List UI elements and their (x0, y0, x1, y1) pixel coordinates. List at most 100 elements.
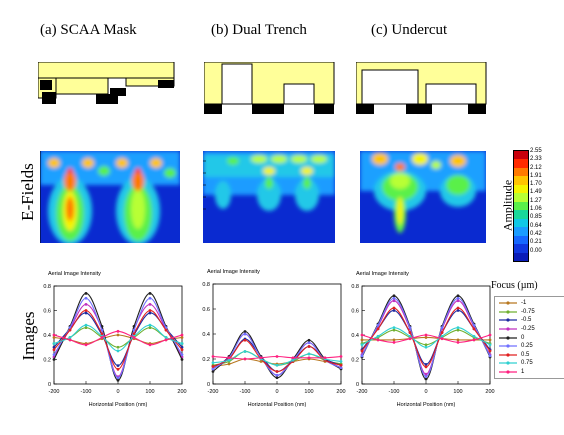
legend-swatch (499, 344, 517, 348)
legend-swatch (499, 327, 517, 331)
data-point (148, 302, 152, 306)
data-point (116, 329, 120, 333)
data-point (211, 361, 215, 365)
data-point (227, 356, 231, 360)
data-point (84, 309, 88, 312)
data-point (275, 373, 279, 377)
data-point (180, 348, 184, 352)
plot-title: Aerial Image Intensity (48, 271, 101, 277)
data-point (424, 343, 428, 347)
data-point (68, 328, 72, 332)
colorbar-tick-label: 1.49 (530, 189, 542, 196)
data-point (424, 375, 428, 379)
data-point (84, 343, 88, 347)
y-tick-label: 0.8 (202, 282, 210, 288)
data-point (440, 337, 444, 341)
x-tick-label: 100 (304, 389, 313, 395)
column-title-b: (b) Dual Trench (211, 22, 307, 38)
data-point (424, 333, 428, 337)
data-point (52, 358, 56, 361)
legend-entry: 1 (499, 368, 564, 377)
data-point (456, 296, 460, 300)
data-point (392, 338, 396, 342)
data-point (52, 336, 56, 339)
legend-entry: 0.25 (499, 342, 564, 351)
column-title-c: (c) Undercut (371, 22, 448, 38)
data-point (243, 332, 247, 336)
legend-label: 0 (521, 334, 525, 341)
x-tick-label: 0 (424, 389, 427, 395)
data-point (424, 377, 428, 381)
data-point (84, 296, 88, 300)
data-point (211, 365, 215, 368)
y-tick-label: 0 (356, 382, 359, 388)
data-point (116, 378, 120, 382)
data-point (392, 296, 396, 300)
data-point (339, 366, 343, 370)
legend-swatch (499, 301, 517, 305)
colorbar-tick-label: 1.70 (530, 181, 542, 188)
data-point (392, 340, 396, 344)
legend-entry: -0.25 (499, 325, 564, 334)
data-point (339, 355, 343, 358)
legend-entry: -0.5 (499, 316, 564, 325)
data-point (440, 334, 444, 338)
data-point (243, 330, 247, 333)
x-tick-label: 200 (177, 389, 186, 395)
data-point (180, 345, 184, 349)
y-tick-label: 0 (207, 382, 210, 388)
data-point (180, 333, 184, 337)
data-point (227, 362, 231, 366)
series-line (53, 292, 183, 381)
colorbar-tick-label: 0.64 (530, 222, 542, 229)
colorbar-ticks: 2.55 2.33 2.12 1.91 1.70 1.49 1.27 1.06 0.85 0.64… (530, 147, 542, 255)
aerial-image-plot-c: Aerial Image Intensity 0 0.2 0.4 0.6 0.8 -200 -… (351, 271, 494, 408)
colorbar-swatch (514, 252, 528, 262)
data-point (291, 358, 295, 362)
y-tick-label: 0.6 (43, 309, 51, 315)
data-point (148, 291, 152, 295)
data-point (392, 328, 396, 332)
data-point (180, 342, 184, 345)
data-point (52, 348, 56, 352)
data-point (376, 327, 380, 331)
data-point (211, 370, 215, 373)
legend-label: 1 (521, 369, 525, 376)
data-point (148, 343, 152, 347)
data-point (456, 338, 460, 342)
data-point (148, 296, 152, 300)
colorbar-tick-label: 2.55 (530, 148, 542, 154)
series-line (53, 330, 183, 346)
data-point (259, 356, 263, 360)
data-point (307, 352, 311, 356)
colorbar-swatch (514, 159, 528, 168)
legend-swatch (499, 370, 517, 374)
data-point (164, 338, 168, 342)
y-tick-label: 0.4 (351, 333, 359, 339)
legend-label: -1 (521, 300, 527, 307)
colorbar-swatch (514, 201, 528, 211)
colorbar-tick-label: 1.06 (530, 206, 542, 213)
x-tick-label: -200 (356, 389, 367, 395)
data-point (360, 338, 364, 342)
mask-diagram-b (204, 62, 335, 114)
legend-swatch (499, 318, 517, 323)
legend-entry: 0.75 (499, 359, 564, 368)
data-point (180, 336, 184, 339)
legend-entry: 0 (499, 333, 564, 342)
efield-map-c (360, 151, 486, 243)
data-point (424, 363, 428, 366)
data-point (243, 338, 247, 342)
x-tick-label: -100 (239, 389, 250, 395)
efield-map-a (40, 151, 180, 243)
mask-diagram-a (38, 62, 175, 104)
data-point (472, 338, 476, 342)
legend-entry: -0.75 (499, 308, 564, 317)
colorbar-swatch (514, 218, 528, 228)
legend-swatch (499, 353, 517, 357)
y-tick-label: 0.8 (43, 284, 51, 290)
data-point (307, 341, 311, 345)
y-tick-label: 0.6 (202, 307, 210, 313)
data-point (440, 331, 444, 334)
data-point (408, 326, 412, 330)
